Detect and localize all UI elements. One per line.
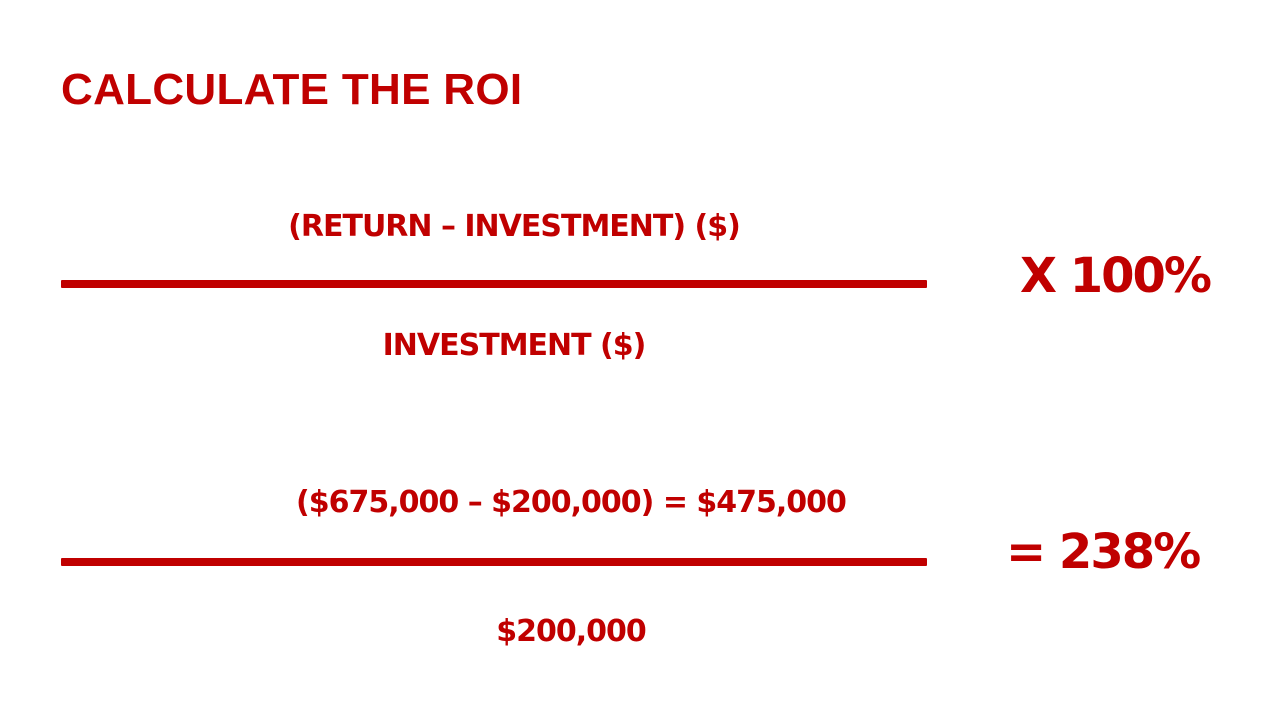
formula-fraction-bar [61,280,927,288]
example-fraction-bar [61,558,927,566]
slide-title: CALCULATE THE ROI [61,65,523,114]
example-denominator: $200,000 [496,614,647,649]
example-result: = 238% [1006,524,1201,580]
formula-denominator: INVESTMENT ($) [382,328,647,363]
formula-multiplier: X 100% [1020,248,1212,304]
example-numerator: ($675,000 – $200,000) = $475,000 [296,485,847,520]
formula-numerator: (RETURN – INVESTMENT) ($) [288,209,741,244]
